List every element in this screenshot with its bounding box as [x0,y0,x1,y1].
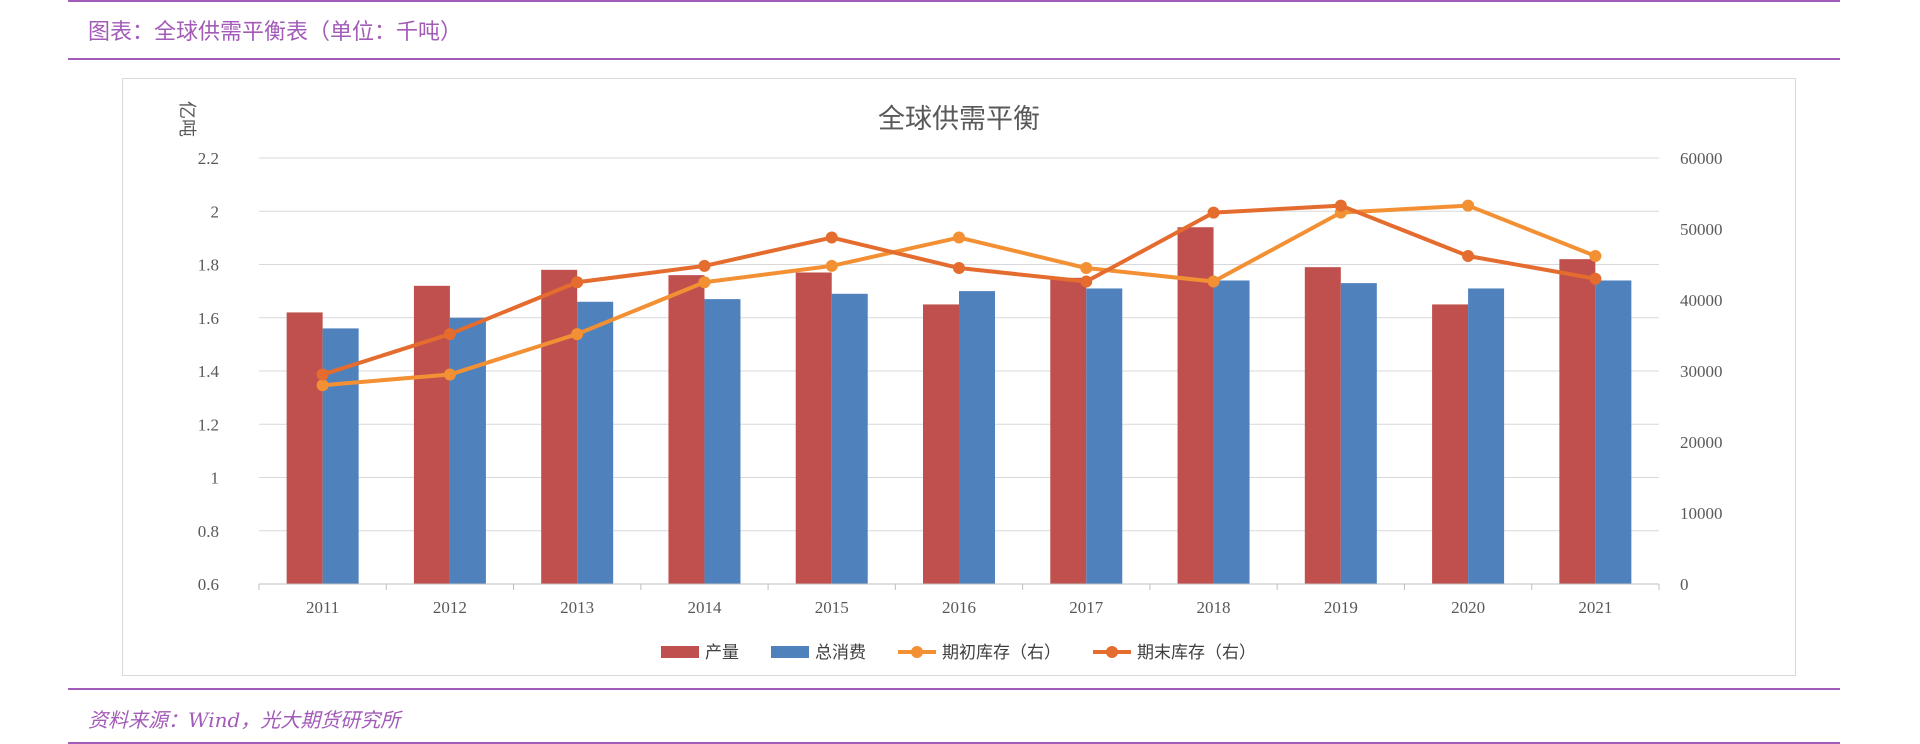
bar [1432,304,1469,584]
line-point [1462,249,1475,262]
bar [704,299,741,584]
chart-title: 全球供需平衡 [878,104,1040,135]
legend-swatch [771,646,809,658]
bar [449,317,486,584]
y-tick-label: 1 [211,469,220,488]
bar [1304,267,1341,584]
top-rule [68,0,1840,2]
y2-tick-label: 20000 [1680,433,1723,452]
line-point [316,368,329,381]
bar [831,293,868,584]
bars [286,227,1632,584]
legend-label: 期初库存（右） [942,643,1061,663]
chart-svg: 0.6 0.8 1 1.2 1.4 1.6 1.8 2 2.2 0 10000 20000 30000 4… [176,101,1723,663]
line-point [953,231,965,244]
y2-tick-label: 30000 [1680,362,1723,381]
bar [795,272,832,584]
legend-marker [1106,646,1118,658]
x-tick-label: 2012 [433,598,467,617]
legend-label: 总消费 [815,643,866,663]
legend-swatch [661,646,699,658]
y-tick-label: 1.4 [198,362,220,381]
bar [1086,288,1123,584]
title-underline [68,58,1840,60]
y2-tick-label: 60000 [1680,149,1723,168]
line-point [443,328,456,341]
bar [923,304,959,584]
legend-label: 期末库存（右） [1137,643,1256,663]
bar [413,285,450,584]
line-point [1080,262,1093,275]
y2-tick-label: 10000 [1680,504,1723,523]
line-point [571,328,584,341]
y-tick-label: 2.2 [198,149,219,168]
x-tick-label: 2018 [1197,598,1231,617]
line-point [953,262,965,275]
x-tick-label: 2015 [815,598,849,617]
bar [1559,259,1596,584]
x-tick-label: 2019 [1324,598,1358,617]
bottom-rule [68,742,1840,744]
y2-tick-label: 40000 [1680,291,1723,310]
line-point [1207,275,1220,288]
bar [577,301,614,584]
line-point [1589,272,1602,285]
line-point [316,379,329,392]
line-point [825,231,838,244]
y-tick-label: 0.8 [198,522,219,541]
line-point [698,276,711,289]
line-point [698,259,711,272]
y-tick-label: 1.2 [198,415,219,434]
line-point [825,259,838,272]
bar [668,275,705,584]
figure-title: 图表：全球供需平衡表（单位：千吨） [88,20,463,45]
y-tick-label: 1.8 [198,256,219,275]
bar [1340,283,1377,584]
line-point [571,276,584,289]
bar [1177,227,1214,584]
line-point [1080,275,1093,288]
x-tick-label: 2017 [1069,598,1104,617]
legend: 产量 总消费 期初库存（右） 期末库存（右） [661,643,1256,663]
bar [1213,280,1250,584]
y2-tick-label: 0 [1680,575,1689,594]
bar [959,291,995,584]
y2-tick-label: 50000 [1680,220,1723,239]
y-axis-label: 亿吨 [176,101,197,137]
y-tick-label: 1.6 [198,309,219,328]
y-tick-label: 2 [211,202,220,221]
x-tick-label: 2011 [306,598,339,617]
x-tick-label: 2014 [687,598,722,617]
line-point [1589,249,1602,262]
legend-label: 产量 [705,643,739,663]
bar [541,269,578,584]
line-point [1207,206,1220,219]
x-tick-label: 2016 [942,598,976,617]
bar [286,312,323,584]
line-point [443,368,456,381]
x-tick-label: 2013 [560,598,594,617]
x-tick-label: 2020 [1451,598,1485,617]
line-point [1334,199,1347,212]
bar [1050,277,1087,584]
source-rule [68,688,1840,690]
source-note: 资料来源：Wind，光大期货研究所 [88,708,401,732]
y-tick-label: 0.6 [198,575,219,594]
x-tick-label: 2021 [1578,598,1612,617]
legend-marker [911,646,923,658]
lines [316,199,1602,392]
bar [1468,288,1505,584]
axes: 0.6 0.8 1 1.2 1.4 1.6 1.8 2 2.2 0 10000 20000 30000 4… [198,149,1723,617]
bar [1595,280,1632,584]
line-point [1462,199,1475,212]
chart-panel: 0.6 0.8 1 1.2 1.4 1.6 1.8 2 2.2 0 10000 20000 30000 4… [122,78,1796,676]
